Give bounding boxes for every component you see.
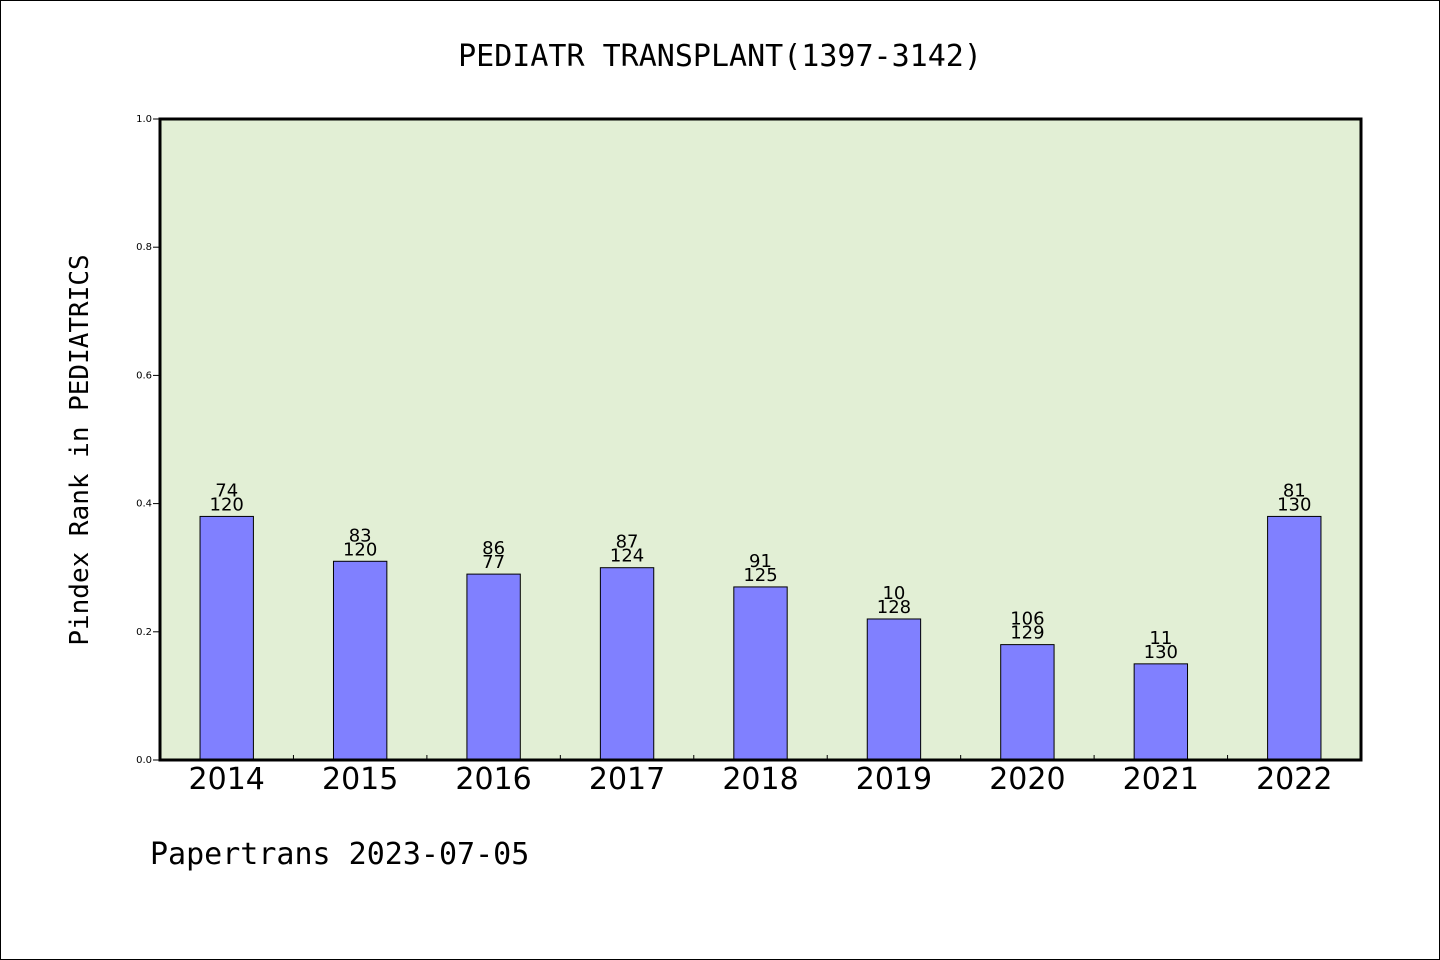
x-tick-label: 2015 bbox=[322, 762, 398, 797]
bar-2019 bbox=[866, 618, 922, 761]
data-label-bottom: 130 bbox=[1144, 642, 1178, 663]
y-tick-label: 1.0 bbox=[136, 114, 152, 125]
bar-2016 bbox=[466, 573, 521, 761]
data-label-top: 11 bbox=[1149, 628, 1172, 649]
y-tick-label: 0.6 bbox=[136, 370, 152, 381]
bar-2020 bbox=[1000, 644, 1055, 761]
data-label-bottom: 125 bbox=[743, 565, 777, 586]
plot-border bbox=[158, 117, 1363, 762]
bar-2015 bbox=[332, 560, 388, 761]
y-axis-label: Pindex Rank in PEDIATRICS bbox=[65, 254, 95, 645]
bar-2018 bbox=[733, 586, 788, 761]
data-label-top: 74 bbox=[215, 480, 238, 501]
y-tick-label: 0.2 bbox=[136, 627, 152, 638]
data-label-bottom: 128 bbox=[877, 597, 911, 618]
data-label-bottom: 120 bbox=[210, 494, 244, 515]
x-tick-label: 2021 bbox=[1123, 762, 1199, 797]
x-axis: 2014 2015 2016 2017 2018 2019 2020 2021 2022 bbox=[189, 755, 1332, 797]
x-tick-label: 2019 bbox=[856, 762, 932, 797]
y-tick-label: 0.8 bbox=[136, 242, 152, 253]
footer-text: Papertrans 2023-07-05 bbox=[150, 837, 529, 872]
data-label-top: 91 bbox=[749, 551, 772, 572]
data-label-bottom: 129 bbox=[1010, 623, 1044, 644]
data-label-top: 87 bbox=[616, 532, 639, 553]
data-label-top: 83 bbox=[349, 525, 372, 546]
data-label-top: 86 bbox=[482, 538, 505, 559]
y-tick-label: 0.0 bbox=[136, 755, 152, 766]
x-tick-label: 2017 bbox=[589, 762, 665, 797]
data-label-top: 10 bbox=[882, 583, 905, 604]
data-label-bottom: 130 bbox=[1277, 494, 1311, 515]
data-label-top: 106 bbox=[1010, 609, 1044, 630]
data-label-bottom: 77 bbox=[482, 552, 505, 573]
data-label-bottom: 120 bbox=[343, 539, 377, 560]
x-tick-label: 2016 bbox=[455, 762, 531, 797]
chart-title: PEDIATR TRANSPLANT(1397-3142) bbox=[458, 39, 982, 74]
x-tick-label: 2014 bbox=[189, 762, 265, 797]
x-tick-label: 2018 bbox=[722, 762, 798, 797]
data-label-bottom: 124 bbox=[610, 546, 644, 567]
bar-2014 bbox=[199, 515, 254, 761]
bar-2017 bbox=[599, 567, 655, 761]
y-tick-label: 0.4 bbox=[136, 499, 152, 510]
x-tick-label: 2020 bbox=[989, 762, 1065, 797]
x-tick-label: 2022 bbox=[1256, 762, 1332, 797]
data-label-top: 81 bbox=[1283, 480, 1306, 501]
y-axis: 0.0 0.2 0.4 0.6 0.8 1.0 bbox=[136, 114, 160, 766]
bar-2022 bbox=[1267, 515, 1322, 761]
bar-2021 bbox=[1133, 663, 1189, 761]
